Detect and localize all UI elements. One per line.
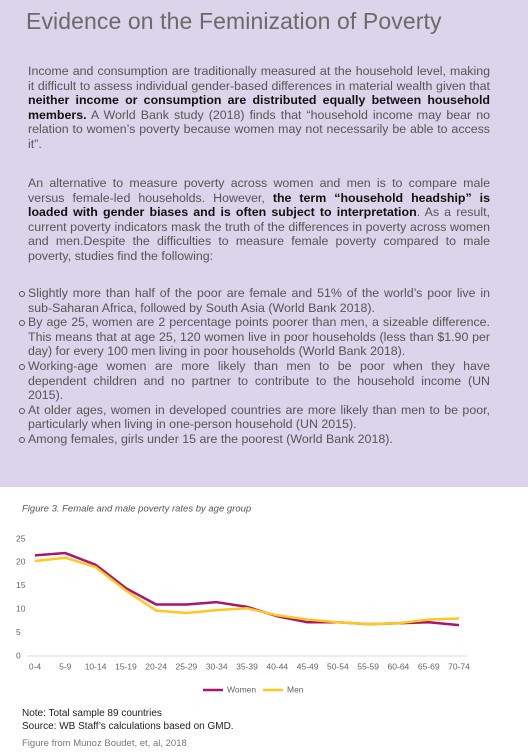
y-tick-label: 5 bbox=[16, 627, 21, 637]
x-tick-label: 70-74 bbox=[448, 661, 470, 671]
y-tick-label: 20 bbox=[16, 557, 26, 567]
page-title: Evidence on the Feminization of Poverty bbox=[26, 8, 442, 34]
bullet-item: Among females, girls under 15 are the po… bbox=[19, 432, 490, 447]
intro-panel: Evidence on the Feminization of Poverty … bbox=[0, 0, 528, 487]
bullet-item: Slightly more than half of the poor are … bbox=[19, 286, 490, 315]
y-tick-label: 25 bbox=[16, 533, 26, 543]
paragraph: Income and consumption are traditionally… bbox=[28, 64, 490, 152]
bullet-item: Working-age women are more likely than m… bbox=[19, 359, 490, 403]
caption: Figure from Munoz Boudet, et, al, 2018 bbox=[22, 738, 187, 749]
bullet-item: By age 25, women are 2 percentage points… bbox=[19, 315, 490, 359]
bold-text: neither income or consumption are distri… bbox=[28, 93, 490, 122]
data-line bbox=[34, 556, 460, 626]
data-line bbox=[34, 551, 460, 627]
legend-label: Men bbox=[287, 684, 304, 694]
x-tick-label: 35-39 bbox=[236, 661, 258, 671]
paragraph: An alternative to measure poverty across… bbox=[28, 176, 490, 264]
y-tick-label: 0 bbox=[16, 650, 21, 660]
x-tick-label: 15-19 bbox=[115, 661, 137, 671]
text: . As a result, current poverty indicator… bbox=[28, 205, 490, 263]
x-tick-label: 10-14 bbox=[85, 661, 107, 671]
text: Income and consumption are traditionally… bbox=[28, 64, 490, 93]
legend-label: Women bbox=[227, 684, 256, 694]
x-tick-label: 50-54 bbox=[327, 661, 349, 671]
x-tick-label: 30-34 bbox=[206, 661, 228, 671]
chart: Figure 3. Female and male poverty rates … bbox=[16, 504, 470, 695]
bold-text: the term “household headship” is loaded … bbox=[28, 190, 490, 220]
y-tick-label: 15 bbox=[16, 580, 26, 590]
x-tick-label: 0-4 bbox=[29, 661, 42, 671]
text: A World Bank study (2018) finds that “ho… bbox=[28, 107, 490, 151]
x-tick-label: 45-49 bbox=[297, 661, 319, 671]
x-tick-label: 55-59 bbox=[357, 661, 379, 671]
bullet-list: Slightly more than half of the poor are … bbox=[19, 286, 490, 447]
text: An alternative to measure poverty across… bbox=[28, 176, 490, 205]
y-tick-label: 10 bbox=[16, 603, 26, 613]
note: Source: WB Staff’s calculations based on… bbox=[22, 721, 234, 732]
bullet-item: At older ages, women in developed countr… bbox=[19, 403, 490, 432]
x-tick-label: 60-64 bbox=[388, 661, 410, 671]
chart-title: Figure 3. Female and male poverty rates … bbox=[22, 504, 251, 515]
x-tick-label: 25-29 bbox=[176, 661, 198, 671]
x-tick-label: 20-24 bbox=[145, 661, 167, 671]
x-tick-label: 40-44 bbox=[266, 661, 288, 671]
note: Note: Total sample 89 countries bbox=[22, 708, 162, 719]
x-tick-label: 5-9 bbox=[59, 661, 72, 671]
x-tick-label: 65-69 bbox=[418, 661, 440, 671]
